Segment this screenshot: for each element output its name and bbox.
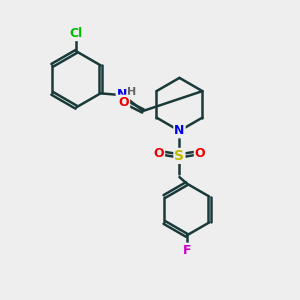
Text: F: F [183,244,191,256]
Text: O: O [195,147,206,160]
Text: O: O [154,147,164,160]
Text: Cl: Cl [70,27,83,40]
Text: N: N [174,124,184,137]
Text: N: N [117,88,127,101]
Text: H: H [127,87,136,98]
Text: S: S [174,149,184,163]
Text: O: O [118,96,129,109]
